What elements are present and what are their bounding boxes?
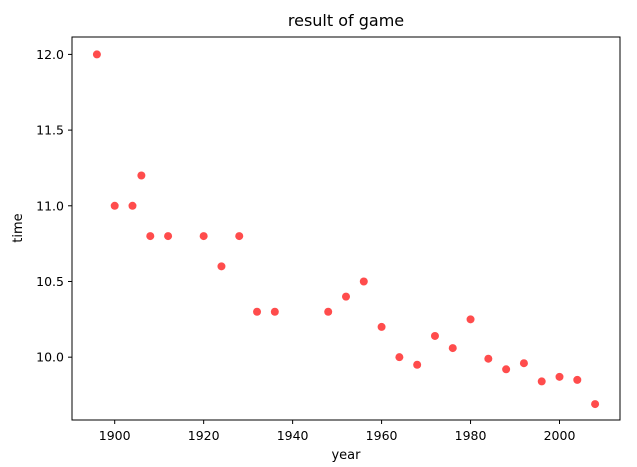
- data-point: [146, 232, 155, 241]
- y-tick-label: 11.0: [36, 198, 64, 213]
- data-point: [128, 201, 137, 210]
- data-point: [448, 344, 457, 353]
- data-point: [164, 232, 173, 241]
- data-point: [466, 315, 475, 324]
- y-tick-label: 10.5: [36, 274, 64, 289]
- x-tick-label: 1980: [455, 428, 487, 443]
- data-point: [591, 400, 600, 409]
- data-point: [270, 307, 279, 316]
- chart-title: result of game: [288, 11, 404, 30]
- data-point: [395, 353, 404, 362]
- plot-area-frame: [71, 36, 621, 421]
- y-tick-label: 10.0: [36, 350, 64, 365]
- data-point: [199, 232, 208, 241]
- data-point: [342, 292, 350, 301]
- x-tick-label: 1920: [188, 428, 220, 443]
- data-point: [377, 322, 386, 331]
- data-point: [430, 331, 439, 340]
- y-tick-label: 12.0: [36, 47, 64, 62]
- data-point: [537, 377, 546, 386]
- x-axis-label: year: [331, 448, 361, 463]
- data-point: [110, 201, 119, 210]
- y-axis-label: time: [11, 213, 26, 242]
- data-point: [555, 372, 564, 381]
- data-point: [137, 171, 146, 180]
- data-point: [484, 354, 493, 363]
- x-tick-label: 1960: [366, 428, 398, 443]
- data-point: [253, 307, 262, 316]
- data-point: [92, 50, 101, 59]
- data-point: [235, 232, 244, 241]
- x-tick-label: 1940: [277, 428, 309, 443]
- data-points: [92, 50, 600, 409]
- data-point: [502, 365, 511, 374]
- data-point: [413, 360, 422, 369]
- y-tick-label: 11.5: [36, 123, 64, 138]
- data-point: [573, 375, 582, 384]
- data-point: [324, 307, 333, 316]
- data-point: [519, 359, 528, 368]
- data-point: [359, 277, 368, 286]
- x-tick-label: 1900: [99, 428, 131, 443]
- data-point: [217, 262, 226, 271]
- axis-ticks: 1900 1920 1940 1960 1980 2000 10.0 10.5 11.0 11.5…: [36, 47, 575, 443]
- x-tick-label: 2000: [544, 428, 576, 443]
